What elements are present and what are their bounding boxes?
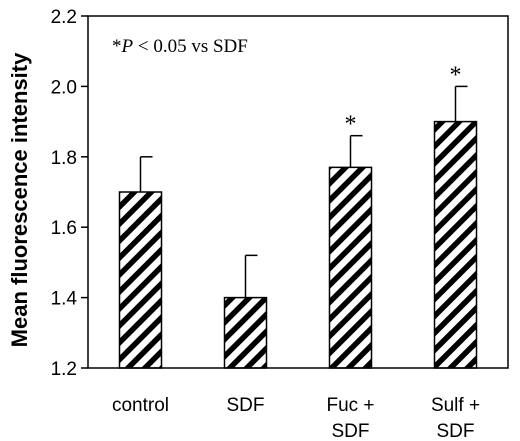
bar bbox=[433, 120, 478, 369]
x-tick-label: SDF bbox=[437, 421, 475, 441]
x-tick-label: Sulf + bbox=[431, 395, 480, 416]
bar bbox=[328, 166, 373, 369]
significance-marker: * bbox=[345, 112, 357, 138]
y-tick-label: 1.4 bbox=[51, 289, 78, 310]
y-tick-label: 1.6 bbox=[51, 218, 77, 239]
bar bbox=[118, 191, 163, 369]
x-tick-label: Fuc + bbox=[326, 395, 374, 416]
y-tick-label: 1.2 bbox=[51, 359, 77, 380]
significance-marker: * bbox=[450, 62, 462, 88]
x-tick-label: SDF bbox=[332, 421, 370, 441]
y-tick-label: 1.8 bbox=[51, 148, 77, 169]
plot-frame bbox=[87, 15, 509, 369]
significance-note: *P < 0.05 vs SDF bbox=[112, 36, 248, 57]
x-tick-label: SDF bbox=[227, 395, 265, 416]
x-tick-label: control bbox=[112, 395, 169, 416]
y-tick-label: 2.0 bbox=[51, 77, 77, 98]
y-axis-label: Mean fluorescence intensity bbox=[7, 52, 32, 347]
y-tick-label: 2.2 bbox=[51, 7, 77, 28]
bar bbox=[223, 296, 268, 369]
